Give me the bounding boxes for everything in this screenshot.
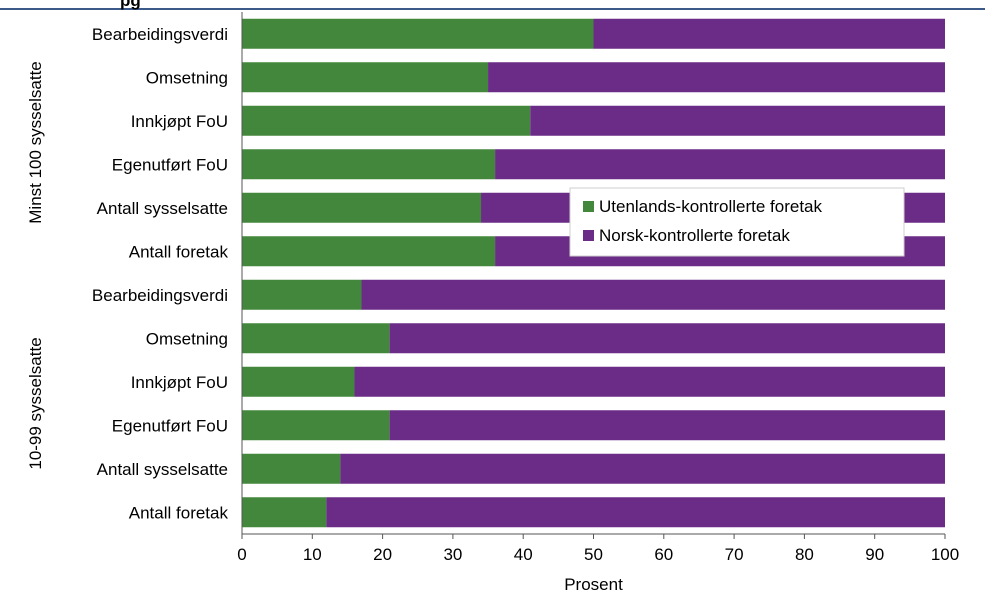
category-label: Bearbeidingsverdi (92, 25, 228, 44)
bar-norsk-10 (340, 453, 945, 484)
bar-utenlands-3 (242, 149, 496, 180)
x-tick-label: 50 (584, 545, 603, 564)
x-tick-label: 40 (514, 545, 533, 564)
x-tick-label: 10 (303, 545, 322, 564)
legend: Utenlands-kontrollerte foretak Norsk-kont… (569, 187, 905, 257)
bar-norsk-2 (530, 105, 945, 136)
group-label-1: 10-99 sysselsatte (26, 337, 45, 469)
bar-norsk-6 (361, 279, 945, 310)
x-tick-label: 60 (654, 545, 673, 564)
bar-norsk-0 (593, 18, 945, 49)
category-label: Antall sysselsatte (97, 199, 228, 218)
bar-norsk-1 (488, 62, 945, 93)
bars-layer (242, 18, 946, 528)
category-label: Innkjøpt FoU (131, 112, 228, 131)
category-label: Egenutført FoU (112, 155, 228, 174)
bar-utenlands-10 (242, 453, 341, 484)
bar-utenlands-8 (242, 366, 355, 397)
bar-utenlands-0 (242, 18, 594, 49)
category-labels: Bearbeidingsverdi Omsetning Innkjøpt FoU Eg… (92, 25, 229, 523)
bar-norsk-7 (389, 323, 945, 354)
legend-swatch-0 (583, 201, 594, 212)
category-label: Antall foretak (129, 242, 229, 261)
legend-label-1: Norsk-kontrollerte foretak (599, 226, 790, 245)
header-rule (0, 8, 985, 10)
x-axis: 0 10 20 30 40 50 60 70 80 90 100 Prosent (237, 12, 959, 594)
bar-utenlands-11 (242, 497, 327, 528)
category-label: Omsetning (146, 329, 228, 348)
bar-utenlands-7 (242, 323, 390, 354)
bar-norsk-3 (495, 149, 945, 180)
legend-box (569, 187, 905, 257)
category-label: Antall sysselsatte (97, 460, 228, 479)
bar-utenlands-4 (242, 192, 482, 223)
legend-swatch-1 (583, 230, 594, 241)
x-tick-label: 90 (865, 545, 884, 564)
x-tick-label: 100 (931, 545, 959, 564)
x-tick-label: 30 (443, 545, 462, 564)
x-axis-title: Prosent (564, 575, 623, 594)
x-tick-label: 80 (795, 545, 814, 564)
bar-norsk-8 (354, 366, 946, 397)
category-label: Antall foretak (129, 503, 229, 522)
x-tick-label: 70 (725, 545, 744, 564)
category-label: Bearbeidingsverdi (92, 286, 228, 305)
bar-utenlands-9 (242, 410, 390, 441)
bar-utenlands-1 (242, 62, 489, 93)
group-labels: Minst 100 sysselsatte 10-99 sysselsatte (26, 61, 45, 469)
bar-utenlands-5 (242, 236, 496, 267)
bar-utenlands-6 (242, 279, 362, 310)
group-label-0: Minst 100 sysselsatte (26, 61, 45, 224)
x-tick-label: 0 (237, 545, 246, 564)
chart-title-fragment: pg (120, 0, 141, 10)
bar-utenlands-2 (242, 105, 531, 136)
bar-norsk-11 (326, 497, 945, 528)
x-tick-label: 20 (373, 545, 392, 564)
category-label: Innkjøpt FoU (131, 373, 228, 392)
category-label: Omsetning (146, 68, 228, 87)
category-label: Egenutført FoU (112, 416, 228, 435)
bar-norsk-9 (389, 410, 945, 441)
legend-label-0: Utenlands-kontrollerte foretak (599, 197, 823, 216)
